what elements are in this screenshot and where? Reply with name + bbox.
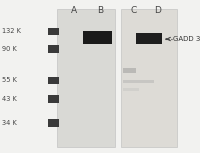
Text: 55 K: 55 K: [2, 77, 17, 83]
FancyBboxPatch shape: [48, 119, 59, 127]
FancyBboxPatch shape: [123, 80, 154, 83]
Text: A: A: [71, 6, 77, 15]
FancyBboxPatch shape: [83, 31, 112, 44]
Text: D: D: [155, 6, 161, 15]
FancyBboxPatch shape: [48, 76, 59, 84]
FancyBboxPatch shape: [121, 9, 177, 147]
Text: 34 K: 34 K: [2, 120, 17, 126]
FancyBboxPatch shape: [123, 68, 136, 73]
Text: 90 K: 90 K: [2, 46, 17, 52]
Text: GADD 34: GADD 34: [173, 36, 200, 42]
FancyBboxPatch shape: [48, 28, 59, 35]
FancyBboxPatch shape: [123, 88, 139, 91]
FancyBboxPatch shape: [48, 95, 59, 103]
Text: C: C: [131, 6, 137, 15]
Text: B: B: [97, 6, 103, 15]
FancyBboxPatch shape: [57, 9, 115, 147]
FancyBboxPatch shape: [48, 45, 59, 53]
Text: 43 K: 43 K: [2, 96, 17, 102]
Text: 132 K: 132 K: [2, 28, 21, 34]
FancyBboxPatch shape: [136, 33, 162, 44]
